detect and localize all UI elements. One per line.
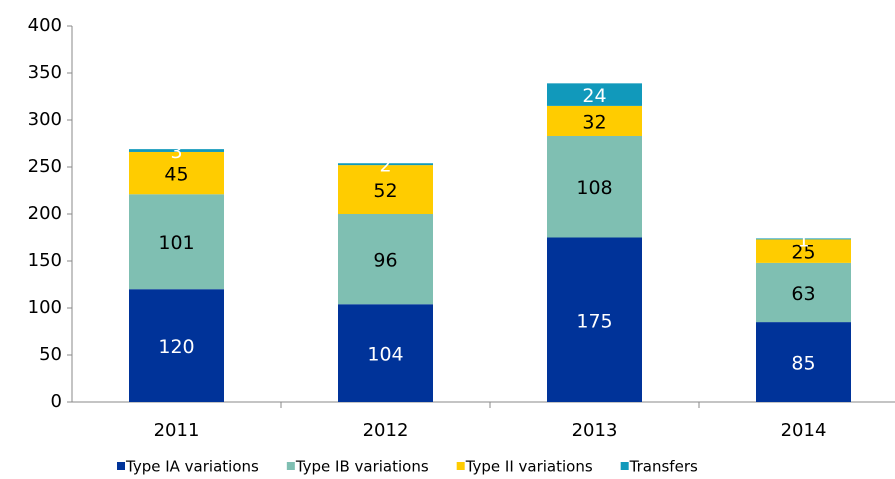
legend-swatch xyxy=(620,462,629,470)
x-tick-label: 2012 xyxy=(363,420,409,441)
y-tick-label: 200 xyxy=(28,203,62,224)
y-tick-label: 300 xyxy=(28,109,62,130)
bar-segment xyxy=(547,105,642,136)
y-tick-label: 100 xyxy=(28,297,62,318)
legend-label: Transfers xyxy=(629,458,698,476)
data-label: 45 xyxy=(164,164,188,186)
bar-segment xyxy=(129,149,224,152)
bar-segment xyxy=(756,238,851,240)
data-label: 63 xyxy=(791,283,815,305)
data-label: 85 xyxy=(791,353,815,375)
data-label: 120 xyxy=(158,336,194,358)
legend-label: Type II variations xyxy=(465,458,593,476)
data-label: 104 xyxy=(367,344,403,366)
y-tick-label: 250 xyxy=(28,156,62,177)
bar-segment xyxy=(129,289,224,402)
data-label: 25 xyxy=(791,242,815,264)
legend-label: Type IA variations xyxy=(125,458,259,476)
y-tick-label: 150 xyxy=(28,250,62,271)
data-label: 3 xyxy=(170,141,182,163)
data-label: 96 xyxy=(373,250,397,272)
data-label: 175 xyxy=(576,310,612,332)
data-label: 32 xyxy=(582,111,606,133)
bar-segment xyxy=(338,304,433,402)
bar-segment xyxy=(756,262,851,323)
bar-segment xyxy=(756,239,851,263)
data-label: 108 xyxy=(576,177,612,199)
legend-label: Type IB variations xyxy=(295,458,429,476)
y-tick-label: 0 xyxy=(51,391,62,412)
x-tick-label: 2011 xyxy=(154,420,200,441)
bar-segment xyxy=(547,237,642,402)
bar-segment xyxy=(547,83,642,106)
bar-segment xyxy=(129,151,224,195)
bar-segment xyxy=(338,165,433,214)
data-label: 52 xyxy=(373,180,397,202)
data-label: 1 xyxy=(797,229,809,251)
data-label: 24 xyxy=(582,85,606,107)
bar-segment xyxy=(547,135,642,238)
legend-swatch xyxy=(117,462,125,470)
x-tick-label: 2014 xyxy=(781,420,827,441)
x-tick-label: 2013 xyxy=(572,420,618,441)
bar-segment xyxy=(338,214,433,305)
data-label: 101 xyxy=(158,232,194,254)
y-tick-label: 400 xyxy=(28,15,62,36)
y-tick-label: 350 xyxy=(28,62,62,83)
legend-swatch xyxy=(456,462,465,470)
y-tick-label: 50 xyxy=(39,344,62,365)
legend-swatch xyxy=(286,462,295,470)
bar-segment xyxy=(338,163,433,166)
data-label: 2 xyxy=(379,155,391,177)
bar-segment xyxy=(129,194,224,290)
bar-segment xyxy=(756,322,851,402)
